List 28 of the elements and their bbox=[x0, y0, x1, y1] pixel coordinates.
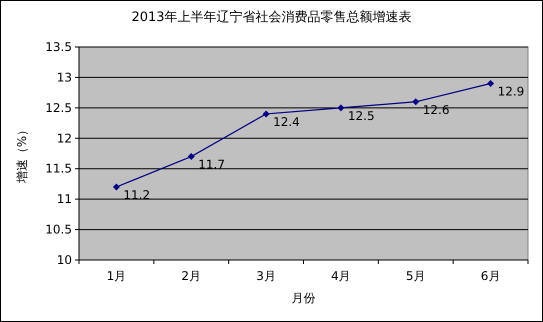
y-tick-label: 13 bbox=[56, 70, 72, 84]
data-label: 12.9 bbox=[498, 84, 524, 99]
point bbox=[487, 80, 494, 88]
data-label: 12.4 bbox=[273, 114, 300, 129]
y-tick-label: 11.5 bbox=[45, 162, 72, 176]
point bbox=[412, 98, 420, 106]
y-tick-label: 13.5 bbox=[45, 40, 72, 54]
data-label: 12.5 bbox=[348, 108, 375, 123]
x-axis-title: 月份 bbox=[292, 291, 316, 305]
point bbox=[188, 153, 195, 160]
data-label: 11.2 bbox=[123, 188, 150, 202]
y-tick-label: 12 bbox=[56, 131, 72, 146]
data-label: 11.7 bbox=[198, 158, 225, 172]
y-tick-label: 10.5 bbox=[45, 222, 72, 237]
point bbox=[262, 110, 270, 118]
x-tick-label: 1月 bbox=[106, 269, 126, 283]
x-tick-label: 5月 bbox=[406, 269, 426, 283]
x-tick-label: 4月 bbox=[331, 269, 351, 283]
y-tick-label: 12.5 bbox=[45, 100, 72, 115]
y-tick-label: 10 bbox=[56, 253, 72, 267]
y-axis-title: 增速（%） bbox=[15, 124, 29, 184]
x-tick-label: 6月 bbox=[480, 269, 500, 283]
chart-title: 2013年上半年辽宁省社会消费品零售总额增速表 bbox=[131, 9, 412, 25]
x-tick-label: 2月 bbox=[181, 269, 202, 283]
y-tick-label: 11 bbox=[56, 192, 72, 206]
point bbox=[337, 104, 344, 112]
x-tick-label: 3月 bbox=[256, 269, 276, 283]
point bbox=[112, 183, 120, 190]
